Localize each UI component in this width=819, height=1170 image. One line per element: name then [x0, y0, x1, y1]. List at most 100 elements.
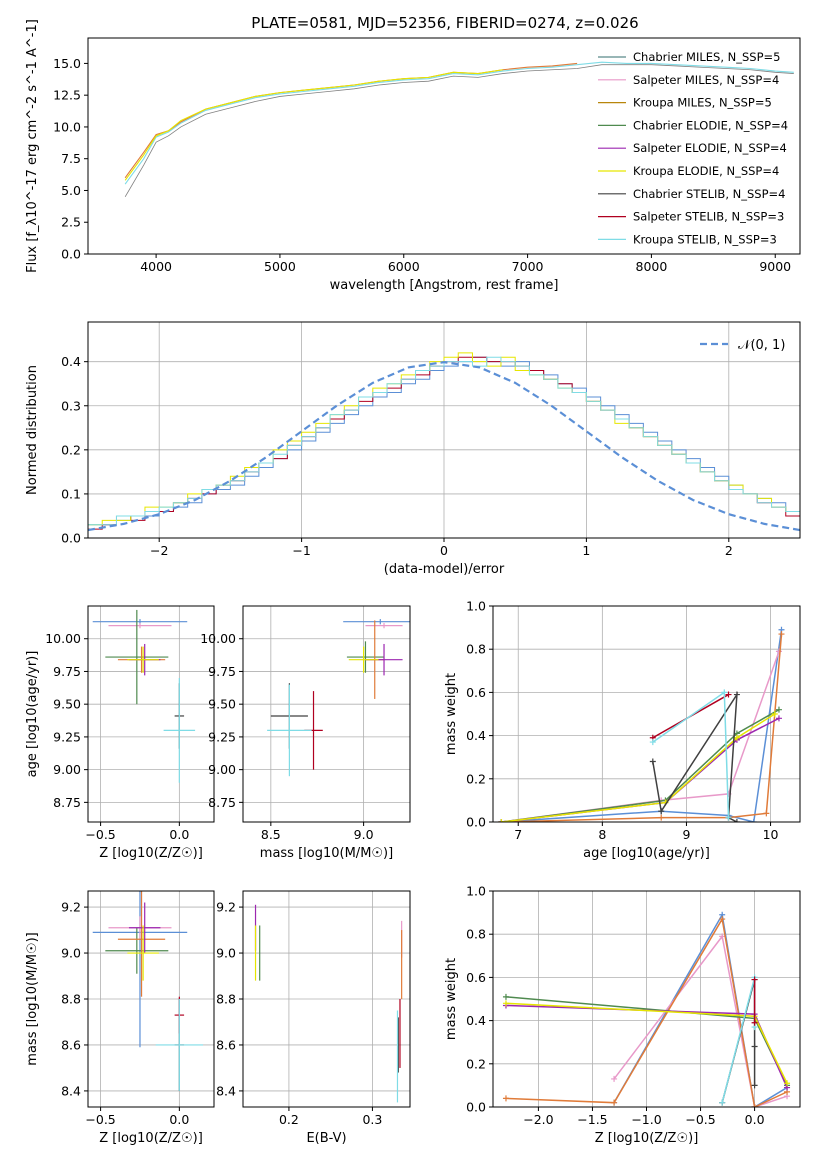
x-tick-label: −0.5 [685, 1112, 715, 1127]
x-tick-label: −2 [150, 543, 168, 558]
series-line-5 [501, 713, 776, 822]
data-point [117, 891, 166, 997]
legend-label: Salpeter STELIB, N_SSP=3 [633, 210, 784, 224]
x-tick-label: 8.5 [261, 827, 281, 842]
y-tick-label: 0.8 [466, 642, 486, 657]
data-point [719, 916, 726, 923]
y-tick-label: 0.1 [61, 486, 81, 501]
y-axis-label: mass [log10(M/M☉)] [25, 932, 40, 1065]
x-tick-label: −0.5 [85, 827, 115, 842]
y-tick-label: 9.00 [53, 762, 81, 777]
x-tick-label: −2.0 [523, 1112, 553, 1127]
data-point [721, 689, 728, 696]
series-line-2 [501, 634, 783, 822]
y-tick-label: 0.6 [466, 685, 486, 700]
y-tick-label: 10.0 [53, 119, 81, 134]
data-point [649, 739, 656, 746]
x-tick-label: 0.3 [362, 1112, 382, 1127]
plot-area [267, 619, 410, 777]
x-axis-label: Z [log10(Z/Z☉)] [99, 846, 203, 861]
y-tick-label: 9.25 [208, 729, 236, 744]
panel-age-vs-mass: 8.5 9.0 8.75 9.00 9.25 9.50 9.75 10.00 mass [log… [200, 605, 411, 861]
data-point [725, 814, 732, 821]
y-tick-label: 10.00 [200, 631, 236, 646]
data-point [733, 819, 740, 822]
data-point [348, 646, 379, 673]
y-tick-label: 0.0 [61, 247, 81, 262]
y-tick-label: 0.0 [466, 815, 486, 830]
legend-label: Chabrier STELIB, N_SSP=4 [633, 187, 785, 201]
y-tick-label: 2.5 [61, 215, 81, 230]
data-point [725, 691, 732, 698]
series-line-0 [501, 629, 783, 822]
data-point [343, 619, 410, 625]
x-axis-label: mass [log10(M/M☉)] [260, 846, 393, 861]
x-tick-label: 5000 [264, 259, 296, 274]
x-tick-label: 9000 [759, 259, 791, 274]
y-tick-label: 0.6 [466, 970, 486, 985]
data-point [502, 993, 509, 1000]
y-tick-label: 0.8 [466, 927, 486, 942]
x-tick-label: 2 [725, 543, 733, 558]
data-point [719, 933, 726, 940]
data-point [763, 810, 770, 817]
axes-frame [87, 605, 215, 823]
plot-area [88, 352, 800, 538]
x-tick-label: 0.0 [169, 827, 189, 842]
x-tick-label: 0 [440, 543, 448, 558]
axes-frame [242, 605, 411, 823]
series-line-1 [613, 934, 788, 1107]
y-tick-label: 9.50 [208, 697, 236, 712]
panel-mass-vs-Z: −0.5 0.0 8.4 8.6 8.8 9.0 9.2 Z [log10(Z/Z☉)] mas… [25, 890, 215, 1146]
y-tick-label: 9.2 [61, 900, 81, 915]
x-tick-label: 6000 [388, 259, 420, 274]
y-axis-label: mass weight [444, 673, 459, 755]
x-axis-label: (data-model)/error [384, 562, 505, 577]
y-tick-label: 8.4 [216, 1083, 236, 1098]
y-tick-label: 9.0 [61, 946, 81, 961]
x-axis-label: Z [log10(Z/Z☉)] [595, 1131, 699, 1146]
y-tick-label: 9.00 [208, 762, 236, 777]
legend-label: Chabrier MILES, N_SSP=5 [633, 50, 780, 64]
y-axis-label: Flux [f_λ10^-17 erg cm^-2 s^-1 A^-1] [25, 19, 40, 273]
y-tick-label: 0.4 [466, 1013, 486, 1028]
y-tick-label: 0.0 [466, 1100, 486, 1115]
x-tick-label: −1.5 [577, 1112, 607, 1127]
y-tick-label: 0.2 [61, 442, 81, 457]
plot-area [92, 891, 203, 1091]
panel-residuals: −2 −1 0 1 2 0.0 0.1 0.2 0.3 0.4 (data-model)/error… [25, 321, 801, 577]
data-point [658, 808, 665, 815]
y-tick-label: 8.6 [61, 1037, 81, 1052]
x-tick-label: −0.5 [85, 1112, 115, 1127]
plot-area [502, 911, 791, 1107]
series-line-0 [124, 64, 794, 198]
x-tick-label: 7 [514, 827, 522, 842]
data-point [105, 609, 169, 705]
data-point [127, 925, 159, 981]
data-point [751, 976, 758, 983]
legend-label: Salpeter MILES, N_SSP=4 [633, 73, 779, 87]
axes-frame [492, 605, 801, 823]
y-tick-label: 9.2 [216, 900, 236, 915]
x-tick-label: 10 [763, 827, 779, 842]
data-point [751, 1019, 758, 1026]
legend-label: Salpeter ELODIE, N_SSP=4 [633, 141, 787, 155]
y-tick-label: 7.5 [61, 151, 81, 166]
x-tick-label: 9.0 [354, 827, 374, 842]
y-tick-label: 0.3 [61, 398, 81, 413]
data-point [346, 641, 385, 673]
x-tick-label: 8000 [636, 259, 668, 274]
legend-label: Kroupa MILES, N_SSP=5 [633, 96, 772, 110]
x-tick-label: 7000 [512, 259, 544, 274]
data-point [498, 819, 505, 822]
y-tick-label: 0.2 [466, 1056, 486, 1071]
data-point [750, 819, 757, 822]
y-tick-label: 5.0 [61, 183, 81, 198]
panel-weight-vs-age: 7 8 9 10 0.0 0.2 0.4 0.6 0.8 1.0 age [log10(age/yr… [444, 599, 801, 861]
series-line-1 [124, 61, 794, 185]
panel-weight-vs-Z: −2.0 −1.5 −1.0 −0.5 0.0 0.0 0.2 0.4 0.6 0.8 1.0 Z [… [444, 884, 801, 1146]
x-tick-label: −1.0 [631, 1112, 661, 1127]
panel-spectrum: 4000 5000 6000 7000 8000 9000 0.0 2.5 5.0 7.5 10.0… [25, 19, 801, 293]
y-tick-label: 8.6 [216, 1037, 236, 1052]
